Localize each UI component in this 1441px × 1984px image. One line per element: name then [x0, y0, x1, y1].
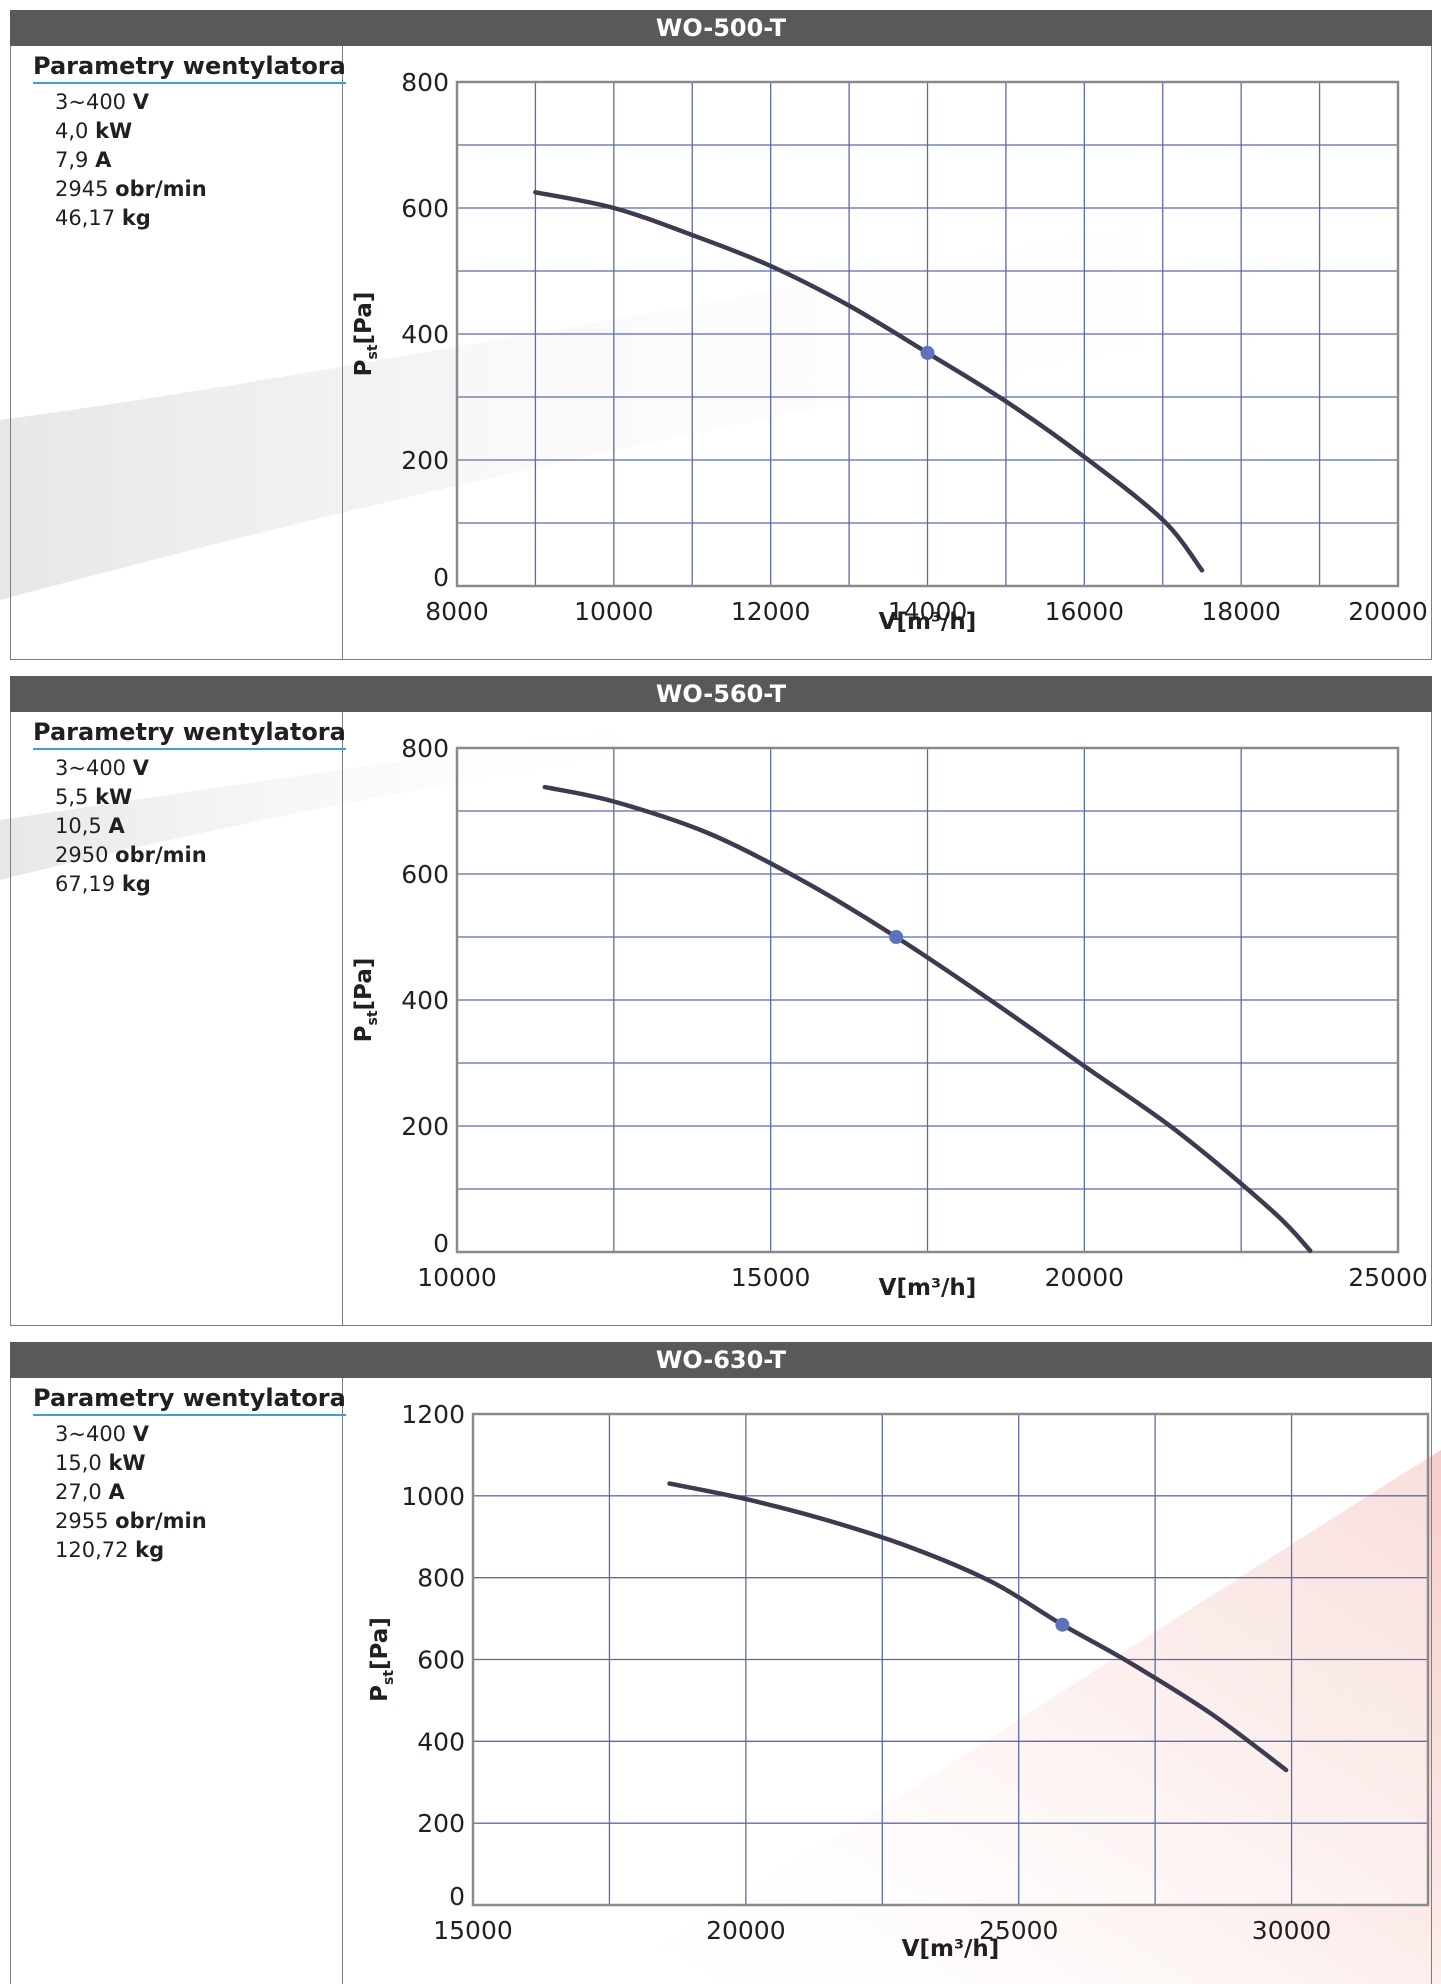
plot-frame	[471, 1412, 1430, 1907]
x-tick-label: 25000	[1348, 1263, 1428, 1292]
y-axis-title: Pst[Pa]	[351, 958, 381, 1043]
y-tick-label: 200	[417, 1809, 465, 1838]
fan-curve-chart: 0 200 400 600 800 8000 10000 12000 14000 16000 180…	[351, 68, 1428, 635]
x-tick-label: 18000	[1201, 597, 1281, 626]
x-tick-label: 20000	[1348, 597, 1428, 626]
y-tick-label: 800	[401, 734, 449, 763]
param-speed: 2955 obr/min	[55, 1509, 207, 1533]
operating-point	[889, 930, 904, 944]
panel-wo-560: WO-560-T Parametry wentylatora 3~400 V 5…	[10, 676, 1432, 1326]
param-current: 7,9 A	[55, 148, 112, 172]
y-tick-label: 400	[401, 986, 449, 1015]
param-current: 27,0 A	[55, 1480, 125, 1504]
y-tick-label: 200	[401, 446, 449, 475]
y-tick-label: 1200	[401, 1400, 465, 1429]
fan-curve-chart: 0 200 400 600 800 10000 15000 20000 25000 V[m³/h]…	[351, 734, 1428, 1301]
param-list: 3~400 V 4,0 kW 7,9 A 2945 obr/min 46,17 …	[55, 88, 207, 233]
y-tick-label: 400	[401, 320, 449, 349]
param-power: 4,0 kW	[55, 119, 133, 143]
panel-wo-630: WO-630-T Parametry wentylatora 3~400 V 1…	[10, 1342, 1432, 1984]
x-tick-label: 20000	[1045, 1263, 1125, 1292]
fan-curve-line	[542, 784, 1313, 1253]
y-tick-label: 600	[417, 1646, 465, 1675]
x-tick-label: 30000	[1252, 1916, 1332, 1945]
x-tick-label: 15000	[731, 1263, 811, 1292]
param-weight: 46,17 kg	[55, 206, 151, 230]
plot-frame	[455, 80, 1400, 588]
y-tick-label: 800	[401, 68, 449, 97]
param-speed: 2945 obr/min	[55, 177, 207, 201]
x-tick-label: 20000	[706, 1916, 786, 1945]
panel-header: WO-560-T	[10, 676, 1432, 712]
y-tick-label: 400	[417, 1727, 465, 1756]
panel-header: WO-500-T	[10, 10, 1432, 46]
param-current: 10,5 A	[55, 814, 125, 838]
x-tick-label: 15000	[433, 1916, 513, 1945]
y-axis-title: Pst[Pa]	[351, 292, 381, 377]
fan-params: Parametry wentylatora 3~400 V 4,0 kW 7,9…	[11, 46, 346, 659]
x-axis-title: V[m³/h]	[879, 609, 977, 635]
params-title: Parametry wentylatora	[33, 717, 346, 750]
fan-curve-chart: 0 200 400 600 800 1000 1200 15000 20000 25000 3000…	[367, 1400, 1430, 1962]
operating-point	[920, 345, 935, 360]
param-power: 15,0 kW	[55, 1451, 146, 1475]
x-tick-label: 10000	[574, 597, 654, 626]
y-tick-label: 0	[449, 1882, 465, 1911]
y-tick-label: 0	[433, 1229, 449, 1258]
plot-frame	[455, 746, 1400, 1254]
y-tick-label: 1000	[401, 1482, 465, 1511]
param-power: 5,5 kW	[55, 785, 133, 809]
param-weight: 120,72 kg	[55, 1538, 165, 1562]
operating-point	[1055, 1617, 1070, 1632]
y-tick-label: 0	[433, 563, 449, 592]
y-tick-label: 200	[401, 1112, 449, 1141]
panel-header: WO-630-T	[10, 1342, 1432, 1378]
fan-curve-line	[533, 190, 1205, 573]
x-tick-label: 14000	[888, 597, 968, 626]
panel-wo-500: WO-500-T Parametry wentylatora 3~400 V 4…	[10, 10, 1432, 660]
param-list: 3~400 V 5,5 kW 10,5 A 2950 obr/min 67,19…	[55, 754, 207, 899]
param-voltage: 3~400 V	[55, 90, 149, 114]
param-voltage: 3~400 V	[55, 1422, 149, 1446]
y-tick-label: 600	[401, 194, 449, 223]
y-axis-title: Pst[Pa]	[367, 1617, 397, 1702]
x-tick-label: 25000	[979, 1916, 1059, 1945]
fan-curve-line	[667, 1481, 1289, 1773]
x-tick-label: 12000	[731, 597, 811, 626]
x-tick-label: 10000	[417, 1263, 497, 1292]
x-axis-title: V[m³/h]	[902, 1936, 1000, 1962]
y-tick-label: 800	[417, 1564, 465, 1593]
param-voltage: 3~400 V	[55, 756, 149, 780]
x-axis-title: V[m³/h]	[879, 1275, 977, 1301]
param-list: 3~400 V 15,0 kW 27,0 A 2955 obr/min 120,…	[55, 1420, 207, 1565]
param-speed: 2950 obr/min	[55, 843, 207, 867]
fan-params: Parametry wentylatora 3~400 V 15,0 kW 27…	[11, 1378, 346, 1984]
params-title: Parametry wentylatora	[33, 1383, 346, 1416]
param-weight: 67,19 kg	[55, 872, 151, 896]
params-title: Parametry wentylatora	[33, 51, 346, 84]
x-tick-label: 16000	[1045, 597, 1125, 626]
y-tick-label: 600	[401, 860, 449, 889]
x-tick-label: 8000	[425, 597, 489, 626]
fan-params: Parametry wentylatora 3~400 V 5,5 kW 10,…	[11, 712, 346, 1325]
